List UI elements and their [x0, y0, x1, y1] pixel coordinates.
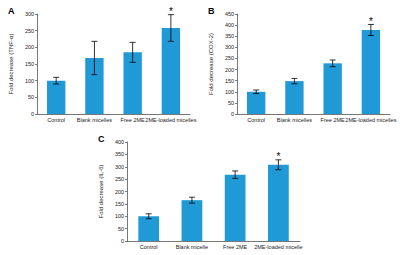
svg-text:Free 2ME: Free 2ME	[321, 117, 345, 123]
svg-text:Fold decrease (COX-2): Fold decrease (COX-2)	[208, 33, 214, 95]
svg-text:Free 2ME: Free 2ME	[223, 244, 247, 250]
svg-text:0: 0	[231, 111, 234, 117]
svg-text:300: 300	[25, 11, 34, 17]
svg-text:350: 350	[115, 151, 124, 157]
svg-text:Control: Control	[47, 117, 65, 123]
svg-text:300: 300	[115, 164, 124, 170]
svg-text:50: 50	[228, 100, 234, 106]
svg-text:250: 250	[115, 176, 124, 182]
svg-text:100: 100	[225, 89, 234, 95]
svg-text:B: B	[208, 6, 215, 16]
svg-text:0: 0	[121, 238, 124, 244]
svg-text:*: *	[369, 16, 373, 27]
svg-text:Fold decrease (IL-6): Fold decrease (IL-6)	[98, 164, 104, 218]
svg-text:Blank micelles: Blank micelles	[277, 117, 312, 123]
svg-text:150: 150	[225, 78, 234, 84]
svg-text:300: 300	[225, 44, 234, 50]
svg-text:200: 200	[25, 44, 34, 50]
svg-text:150: 150	[115, 201, 124, 207]
svg-text:200: 200	[225, 67, 234, 73]
svg-text:350: 350	[225, 33, 234, 39]
svg-text:Control: Control	[247, 117, 265, 123]
svg-text:200: 200	[115, 189, 124, 195]
svg-text:0: 0	[31, 111, 34, 117]
svg-text:*: *	[169, 6, 173, 17]
svg-text:50: 50	[118, 226, 124, 232]
svg-text:150: 150	[25, 61, 34, 67]
svg-text:2ME-loaded micelle: 2ME-loaded micelle	[254, 244, 302, 250]
svg-text:A: A	[8, 6, 15, 16]
svg-text:Blank micelles: Blank micelles	[77, 117, 112, 123]
svg-text:2ME-loaded micelles: 2ME-loaded micelles	[145, 117, 196, 123]
svg-text:100: 100	[25, 78, 34, 84]
svg-text:250: 250	[25, 28, 34, 34]
svg-text:Blank micelle: Blank micelle	[176, 244, 208, 250]
svg-text:2ME-loaded micelles: 2ME-loaded micelles	[345, 117, 396, 123]
svg-text:Control: Control	[140, 244, 158, 250]
svg-text:100: 100	[115, 213, 124, 219]
svg-text:C: C	[98, 134, 105, 144]
svg-text:400: 400	[225, 22, 234, 28]
svg-text:*: *	[276, 151, 280, 162]
svg-text:450: 450	[225, 11, 234, 17]
svg-text:400: 400	[115, 139, 124, 145]
svg-text:250: 250	[225, 55, 234, 61]
svg-text:50: 50	[28, 94, 34, 100]
svg-text:Fold decrease (TNF-α): Fold decrease (TNF-α)	[8, 34, 14, 95]
svg-text:Free 2ME: Free 2ME	[121, 117, 145, 123]
